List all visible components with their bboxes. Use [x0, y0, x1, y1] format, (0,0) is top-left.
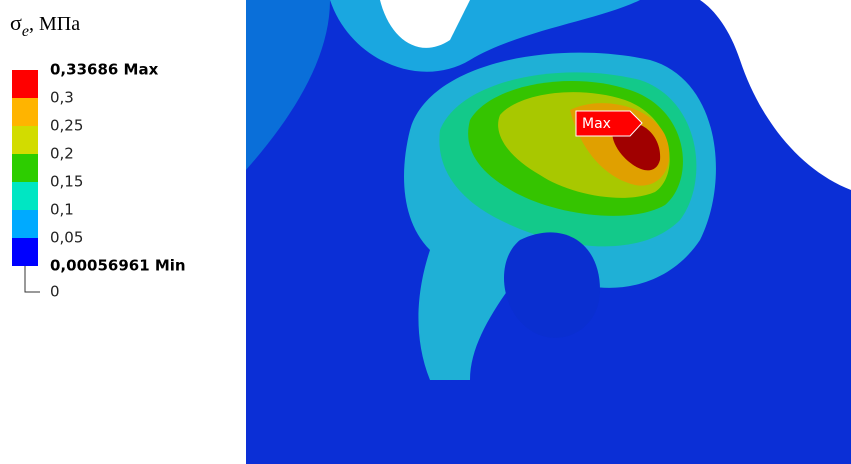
legend-title: σe, МПа — [10, 10, 80, 40]
legend-label: 0,33686 Max — [50, 61, 159, 79]
legend-label: 0,00056961 Min — [50, 257, 186, 275]
legend-label: 0,25 — [50, 117, 83, 135]
legend-label: 0,05 — [50, 229, 83, 247]
legend-label: 0,3 — [50, 89, 74, 107]
legend-swatch — [12, 70, 38, 98]
model-view: Max — [246, 0, 851, 464]
legend-swatch — [12, 238, 38, 266]
legend-swatch — [12, 154, 38, 182]
legend-label: 0,15 — [50, 173, 83, 191]
symbol: σ — [10, 10, 22, 35]
legend-label: 0,2 — [50, 145, 74, 163]
max-marker: Max — [576, 111, 642, 136]
legend-label: 0,1 — [50, 201, 74, 219]
legend-swatch — [12, 182, 38, 210]
legend-swatch — [12, 126, 38, 154]
legend-zero: 0 — [50, 283, 60, 301]
legend-swatch — [12, 98, 38, 126]
legend: σe, МПа 0,33686 Max 0,3 0,25 0,2 0,15 0,1 0,05… — [10, 10, 186, 301]
max-label: Max — [582, 116, 611, 132]
unit: , МПа — [29, 13, 80, 35]
legend-swatch — [12, 210, 38, 238]
zero-bracket — [25, 266, 40, 292]
subscript: e — [22, 23, 29, 40]
screen: Max σe, МПа 0,33686 Max 0,3 0,25 0,2 0,15 0,1… — [0, 0, 851, 464]
